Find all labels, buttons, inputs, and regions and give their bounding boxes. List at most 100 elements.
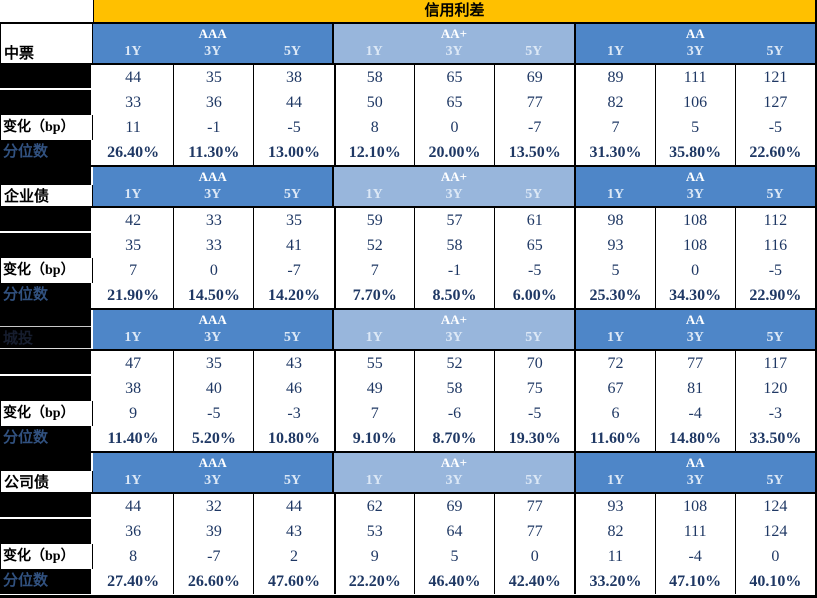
value-cell: 65 <box>494 233 574 258</box>
value-cell: 111 <box>654 65 735 90</box>
value-cell: 75 <box>494 376 574 401</box>
value-cell: 106 <box>654 90 735 115</box>
value-cell: 38 <box>125 380 142 397</box>
value-cell: 44 <box>253 494 333 519</box>
rating-group-header: AA 1Y 3Y 5Y <box>573 453 815 492</box>
tenor-label: 1Y <box>124 473 142 488</box>
tenor-label: 3Y <box>686 473 704 488</box>
value-cell: 0 <box>654 258 735 283</box>
value-cell: 35 <box>125 237 142 254</box>
tenor-label: 1Y <box>365 44 383 59</box>
tenor-label: 3Y <box>204 44 222 59</box>
tenor-header-row: 1Y 3Y 5Y <box>576 471 815 492</box>
tenor-label: 3Y <box>204 187 222 202</box>
value-cell: -4 <box>654 544 735 569</box>
section-城投: 城投 AAA 1Y 3Y 5Y AA+ 1Y 3Y 5Y AA 1Y 3Y 5Y 47 35 43 55 52 70… <box>0 310 815 453</box>
redacted-row-label <box>0 233 93 258</box>
value-cell: 9 <box>129 405 138 422</box>
value-cell: 57 <box>413 208 494 233</box>
value-cell: -5 <box>494 401 574 426</box>
table-row: 44 32 44 62 69 77 93 108 124 <box>0 494 815 519</box>
value-cell: -5 <box>494 258 574 283</box>
change-row-label: 变化（bp） <box>0 115 93 140</box>
redacted-row-label <box>0 90 93 115</box>
section-label-cell: 公司债 <box>0 453 93 492</box>
change-row-label: 变化（bp） <box>0 401 93 426</box>
tenor-label: 5Y <box>525 44 543 59</box>
tenor-label: 3Y <box>445 473 463 488</box>
value-cell: 5 <box>413 544 494 569</box>
tenor-header-row: 1Y 3Y 5Y <box>334 328 573 349</box>
redacted-row-label <box>0 351 93 376</box>
table-row: 38 40 46 49 58 75 67 81 120 <box>0 376 815 401</box>
value-cell: 20.00% <box>413 140 494 165</box>
value-cell: 36 <box>173 90 253 115</box>
value-cell: 93 <box>574 494 654 519</box>
value-cell: 11.40% <box>107 430 159 447</box>
table-row: 47 35 43 55 52 70 72 77 117 <box>0 351 815 376</box>
value-cell: 11.60% <box>574 426 654 451</box>
tenor-header-row: 1Y 3Y 5Y <box>93 42 332 63</box>
value-cell: 64 <box>413 519 494 544</box>
value-cell: 11 <box>574 544 654 569</box>
tenor-label: 3Y <box>686 187 704 202</box>
tenor-label: 3Y <box>204 473 222 488</box>
rating-label: AA+ <box>440 26 468 41</box>
section-label-cell: 中票 <box>0 24 93 63</box>
tenor-label: 1Y <box>124 187 142 202</box>
value-cell: 46.40% <box>413 569 494 594</box>
section-中票: 中票 AAA 1Y 3Y 5Y AA+ 1Y 3Y 5Y AA 1Y 3Y 5Y 44 35 38 58 65 69… <box>0 24 815 167</box>
value-cell: 41 <box>253 233 333 258</box>
table-row: 36 39 43 53 64 77 82 111 124 <box>0 519 815 544</box>
value-cell: -1 <box>173 115 253 140</box>
value-cell: -6 <box>413 401 494 426</box>
value-cell: 47.60% <box>253 569 333 594</box>
rating-group-header: AA+ 1Y 3Y 5Y <box>332 24 574 63</box>
value-cell: 7.70% <box>333 283 414 308</box>
table-row: 变化（bp） 8 -7 2 9 5 0 11 -4 0 <box>0 544 815 569</box>
value-cell: 65 <box>413 90 494 115</box>
tenor-label: 5Y <box>766 44 784 59</box>
percentile-row-label: 分位数 <box>0 426 93 451</box>
value-cell: 93 <box>574 233 654 258</box>
tenor-label: 5Y <box>283 187 302 202</box>
value-cell: 52 <box>333 233 414 258</box>
value-cell: 11.30% <box>173 140 253 165</box>
tenor-label: 5Y <box>766 330 784 345</box>
tenor-label: 5Y <box>525 330 543 345</box>
value-cell: 44 <box>125 498 142 515</box>
redacted-row-label <box>0 519 93 544</box>
value-cell: 14.50% <box>173 283 253 308</box>
tenor-label: 1Y <box>124 330 142 345</box>
value-cell: 2 <box>253 544 333 569</box>
value-cell: 35 <box>173 351 253 376</box>
rating-group-header: AA+ 1Y 3Y 5Y <box>332 167 574 206</box>
tenor-header-row: 1Y 3Y 5Y <box>576 42 815 63</box>
value-cell: 77 <box>654 351 735 376</box>
value-cell: 77 <box>494 494 574 519</box>
rating-group-header: AAA 1Y 3Y 5Y <box>93 310 333 349</box>
value-cell: 49 <box>333 376 414 401</box>
table-row: 42 33 35 59 57 61 98 108 112 <box>0 208 815 233</box>
tenor-label: 1Y <box>606 44 625 59</box>
value-cell: 32 <box>173 494 253 519</box>
value-cell: 8.70% <box>413 426 494 451</box>
value-cell: 44 <box>253 90 333 115</box>
table-row: 分位数 27.40% 26.60% 47.60% 22.20% 46.40% 42.40% 3… <box>0 569 815 594</box>
tenor-header-row: 1Y 3Y 5Y <box>576 328 815 349</box>
tenor-label: 5Y <box>283 330 302 345</box>
rating-label: AA <box>685 26 705 41</box>
value-cell: 62 <box>333 494 414 519</box>
tenor-label: 3Y <box>445 330 463 345</box>
tenor-label: 5Y <box>525 187 543 202</box>
value-cell: -1 <box>413 258 494 283</box>
value-cell: 5 <box>574 258 654 283</box>
value-cell: -5 <box>734 258 815 283</box>
value-cell: 7 <box>333 401 414 426</box>
table-row: 分位数 26.40% 11.30% 13.00% 12.10% 20.00% 13.50% 3… <box>0 140 815 165</box>
table-sections: 中票 AAA 1Y 3Y 5Y AA+ 1Y 3Y 5Y AA 1Y 3Y 5Y 44 35 38 58 65 69… <box>0 24 815 595</box>
table-row: 分位数 11.40% 5.20% 10.80% 9.10% 8.70% 19.30% 11.6… <box>0 426 815 451</box>
tenor-label: 5Y <box>766 473 784 488</box>
tenor-label: 1Y <box>124 44 142 59</box>
value-cell: 22.60% <box>734 140 815 165</box>
